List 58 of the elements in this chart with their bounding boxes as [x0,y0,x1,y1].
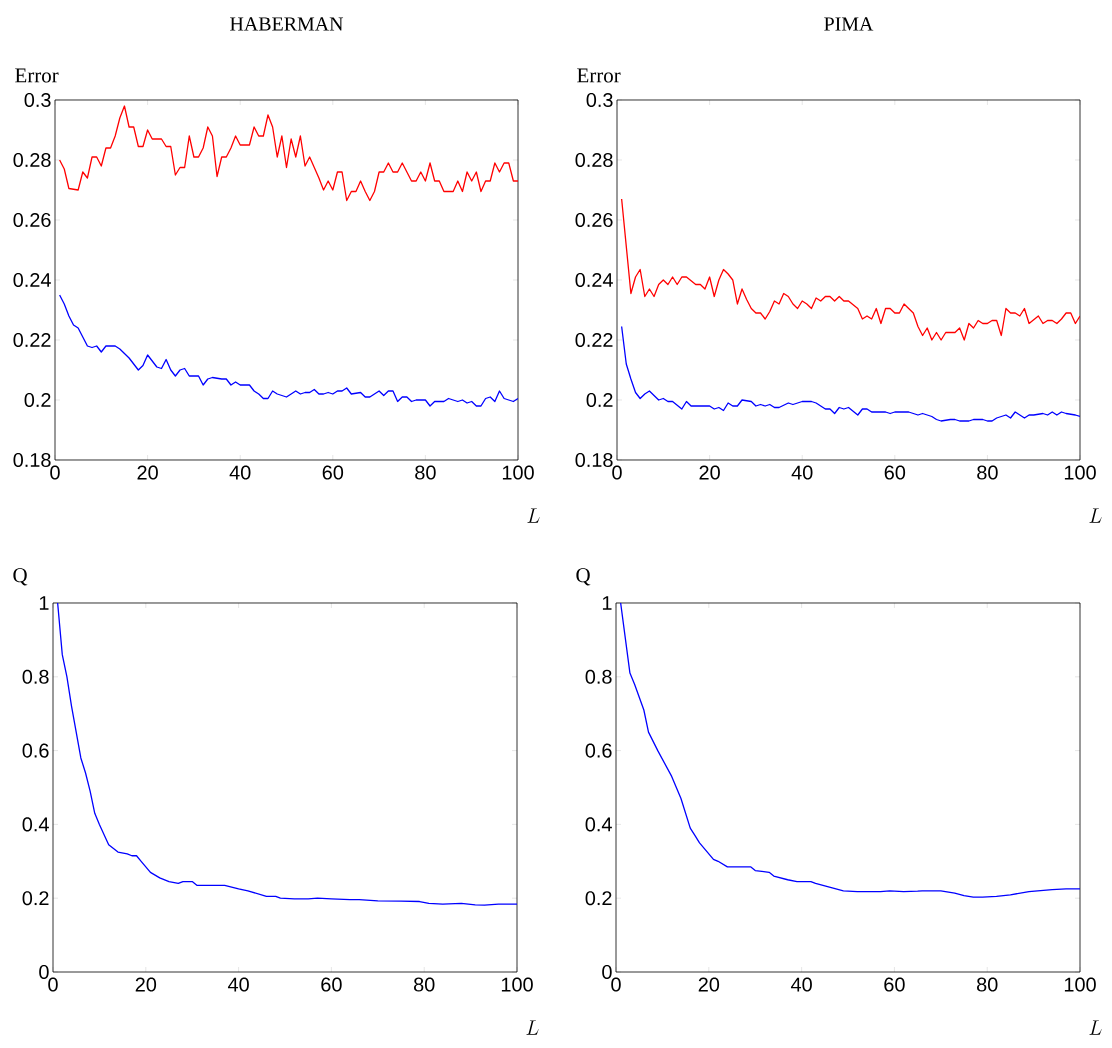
y-tick-label: 0.2 [586,392,613,408]
y-tick-label: 0.8 [22,669,49,684]
chart-title: HABERMAN [230,17,344,31]
x-axis-title: $L$ [1089,1020,1102,1035]
x-tick-label: 80 [977,465,998,480]
x-tick-label: 20 [699,465,720,480]
chart-title: PIMA [824,17,874,31]
y-tick-label: 1 [39,596,49,610]
x-tick-label: 20 [698,977,720,992]
x-axis-title: $L$ [526,1020,539,1035]
x-tick-label: 80 [976,977,998,992]
y-axis-title: Q [576,568,591,586]
y-axis-title: Q [13,568,28,586]
x-tick-label: 80 [413,977,435,992]
y-tick-label: 0 [39,964,49,980]
y-axis-title: Error [577,68,621,83]
y-tick-label: 0.18 [13,452,51,468]
x-tick-label: 40 [791,465,813,480]
y-tick-label: 0.2 [24,392,51,408]
y-tick-label: 0 [602,964,612,980]
y-axis-title: Error [15,68,59,83]
y-tick-label: 0.2 [22,891,49,906]
y-tick-label: 0.22 [13,332,51,348]
x-tick-label: 100 [1064,465,1096,480]
y-tick-label: 0.6 [585,743,612,758]
x-tick-label: 20 [137,465,158,480]
x-axis-title: $L$ [1089,508,1102,523]
y-tick-label: 0.6 [22,743,49,758]
x-tick-label: 60 [884,465,906,480]
x-tick-label: 60 [322,465,344,480]
x-tick-label: 40 [227,977,249,992]
x-tick-label: 40 [229,465,251,480]
y-tick-label: 0.3 [24,92,51,108]
line-series [620,198,1081,341]
y-tick-label: 0.2 [585,891,612,906]
y-tick-label: 0.8 [585,669,612,684]
x-tick-label: 80 [415,465,436,480]
x-tick-label: 100 [501,977,533,992]
y-tick-label: 0.24 [575,272,613,288]
x-tick-label: 60 [321,977,342,992]
y-tick-label: 0.18 [575,452,613,468]
line-series [58,105,518,202]
x-tick-label: 100 [502,465,534,480]
y-tick-label: 0.24 [13,272,51,288]
y-tick-label: 0.26 [575,212,613,228]
y-tick-label: 1 [602,596,612,610]
y-tick-label: 0.3 [586,92,613,108]
x-axis-title: $L$ [527,508,540,523]
y-tick-label: 0.28 [13,152,51,168]
y-tick-label: 0.26 [13,212,51,228]
y-tick-label: 0.4 [585,817,612,832]
x-tick-label: 60 [884,977,905,992]
x-tick-label: 20 [135,977,157,992]
y-tick-label: 0.22 [575,332,613,348]
x-tick-label: 100 [1064,977,1096,992]
y-tick-label: 0.28 [575,152,613,168]
x-tick-label: 40 [790,977,812,992]
y-tick-label: 0.4 [22,817,49,832]
